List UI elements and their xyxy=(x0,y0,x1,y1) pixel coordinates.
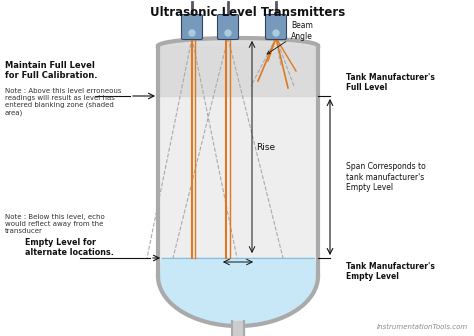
Polygon shape xyxy=(158,258,318,326)
Text: Note : Above this level erroneous
readings will result as level has
entered blan: Note : Above this level erroneous readin… xyxy=(5,88,121,116)
FancyBboxPatch shape xyxy=(265,14,286,40)
Polygon shape xyxy=(158,46,318,326)
Circle shape xyxy=(225,30,231,36)
Circle shape xyxy=(273,30,279,36)
FancyBboxPatch shape xyxy=(182,14,202,40)
Text: Rise: Rise xyxy=(256,143,275,153)
Text: Span Corresponds to
tank manufacturer's
Empty Level: Span Corresponds to tank manufacturer's … xyxy=(346,162,426,192)
Text: InstrumentationTools.com: InstrumentationTools.com xyxy=(377,324,468,330)
Polygon shape xyxy=(232,321,244,336)
Text: May require target to
obtain empty readings: May require target to obtain empty readi… xyxy=(0,335,1,336)
Text: Ultrasonic Level Transmitters: Ultrasonic Level Transmitters xyxy=(150,6,346,19)
Text: Empty Level for
alternate locations.: Empty Level for alternate locations. xyxy=(25,238,114,257)
Text: Tank Manufacturer's
Full Level: Tank Manufacturer's Full Level xyxy=(346,73,435,92)
FancyBboxPatch shape xyxy=(218,14,238,40)
Polygon shape xyxy=(158,38,318,46)
Text: Tank Manufacturer's
Empty Level: Tank Manufacturer's Empty Level xyxy=(346,262,435,282)
Text: Note : Below this level, echo
would reflect away from the
transducer: Note : Below this level, echo would refl… xyxy=(5,214,105,234)
Circle shape xyxy=(189,30,195,36)
Polygon shape xyxy=(160,46,316,96)
Text: Beam
Angle: Beam Angle xyxy=(267,21,313,54)
Text: Maintain Full Level
for Full Calibration.: Maintain Full Level for Full Calibration… xyxy=(5,60,98,80)
